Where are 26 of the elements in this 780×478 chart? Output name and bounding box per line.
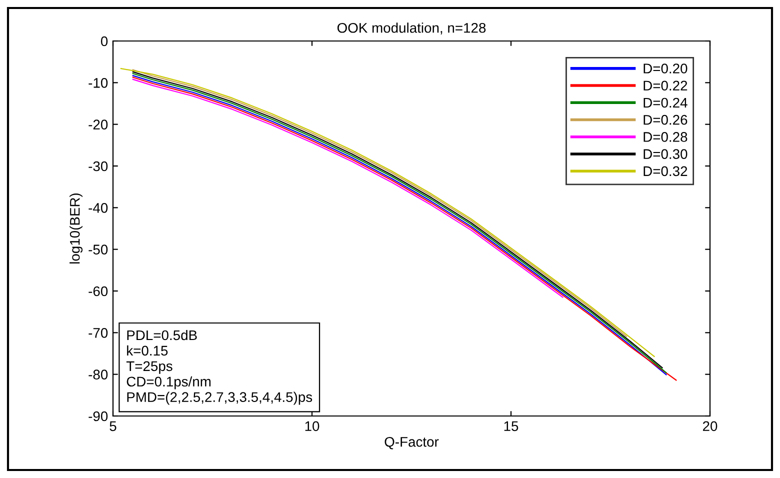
- y-tick-label: -80: [88, 370, 108, 380]
- x-tick-label: 20: [702, 421, 718, 432]
- chart-title: OOK modulation, n=128: [337, 22, 486, 34]
- legend-label: D=0.22: [644, 80, 688, 91]
- y-tick-label: -30: [88, 161, 108, 172]
- y-tick-label: -40: [88, 203, 108, 213]
- y-tick-label: -50: [88, 244, 108, 255]
- legend-label: D=0.30: [644, 149, 688, 159]
- line-series: [132, 78, 564, 298]
- y-axis-title: log10(BER): [70, 193, 83, 264]
- x-axis-title: Q-Factor: [384, 436, 439, 450]
- y-tick-label: -70: [88, 328, 108, 338]
- legend-label: D=0.20: [644, 64, 688, 74]
- x-tick-label: 10: [305, 421, 320, 432]
- legend-label: D=0.24: [644, 98, 688, 108]
- x-tick-label: 15: [504, 421, 518, 432]
- x-tick-label: 5: [110, 421, 116, 432]
- y-tick-label: -20: [88, 120, 108, 130]
- y-tick-label: -60: [88, 286, 108, 296]
- legend-label: D=0.26: [644, 114, 688, 125]
- y-tick-label: -90: [88, 411, 108, 422]
- annotation: PDL=0.5dB k=0.15 T=25ps CD=0.1ps/nm PMD=(2,2.5,2.7,3,3.5,4,4.5)ps: [126, 330, 312, 405]
- y-tick-label: 0: [100, 36, 108, 46]
- legend-label: D=0.32: [644, 166, 688, 176]
- legend-label: D=0.28: [644, 132, 688, 142]
- y-tick-label: -10: [88, 78, 108, 88]
